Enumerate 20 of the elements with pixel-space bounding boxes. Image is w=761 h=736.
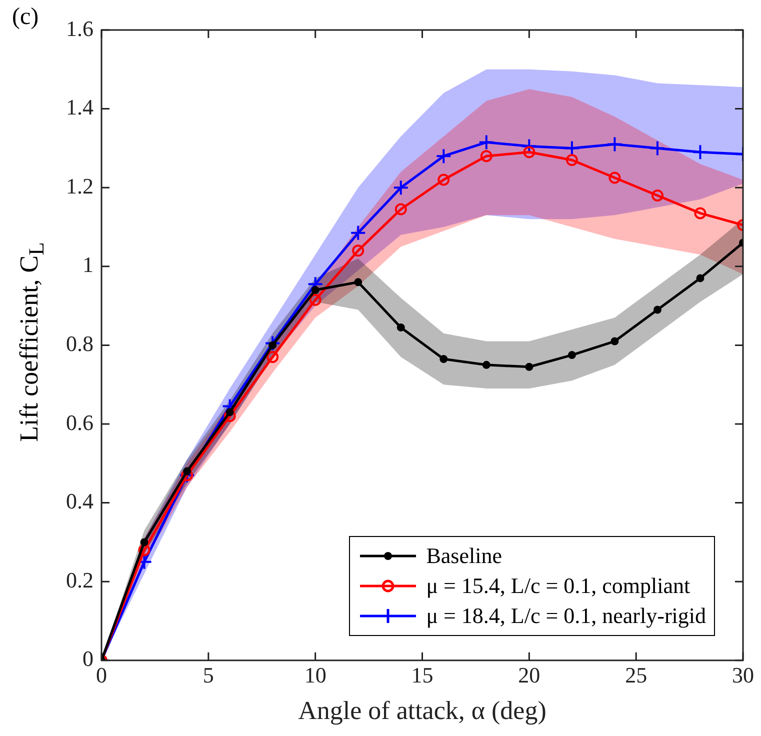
legend-label: Baseline — [426, 543, 502, 570]
x-tick-label: 5 — [202, 662, 214, 688]
x-tick-label: 30 — [732, 662, 754, 688]
y-tick-label: 0 — [82, 646, 94, 672]
y-tick-label: 1.4 — [66, 94, 94, 120]
y-tick-label: 0.8 — [66, 330, 94, 356]
x-tick-label: 25 — [625, 662, 648, 688]
y-tick-label: 0.6 — [66, 410, 94, 435]
x-tick-label: 20 — [518, 662, 540, 688]
y-tick-label: 1 — [82, 252, 94, 278]
y-tick-label: 1.2 — [66, 173, 94, 198]
text: (c) — [12, 4, 39, 31]
x-axis-title: Angle of attack, α (deg) — [298, 696, 546, 726]
x-tick-label: 10 — [304, 662, 326, 688]
legend-label: μ = 15.4, L/c = 0.1, compliant — [426, 573, 690, 600]
legend-label: μ = 18.4, L/c = 0.1, nearly-rigid — [426, 603, 706, 630]
y-tick-label: 0.4 — [66, 488, 94, 514]
y-tick-label: 0.2 — [66, 567, 94, 592]
x-tick-label: 15 — [411, 662, 434, 688]
y-tick-label: 1.6 — [66, 16, 94, 41]
